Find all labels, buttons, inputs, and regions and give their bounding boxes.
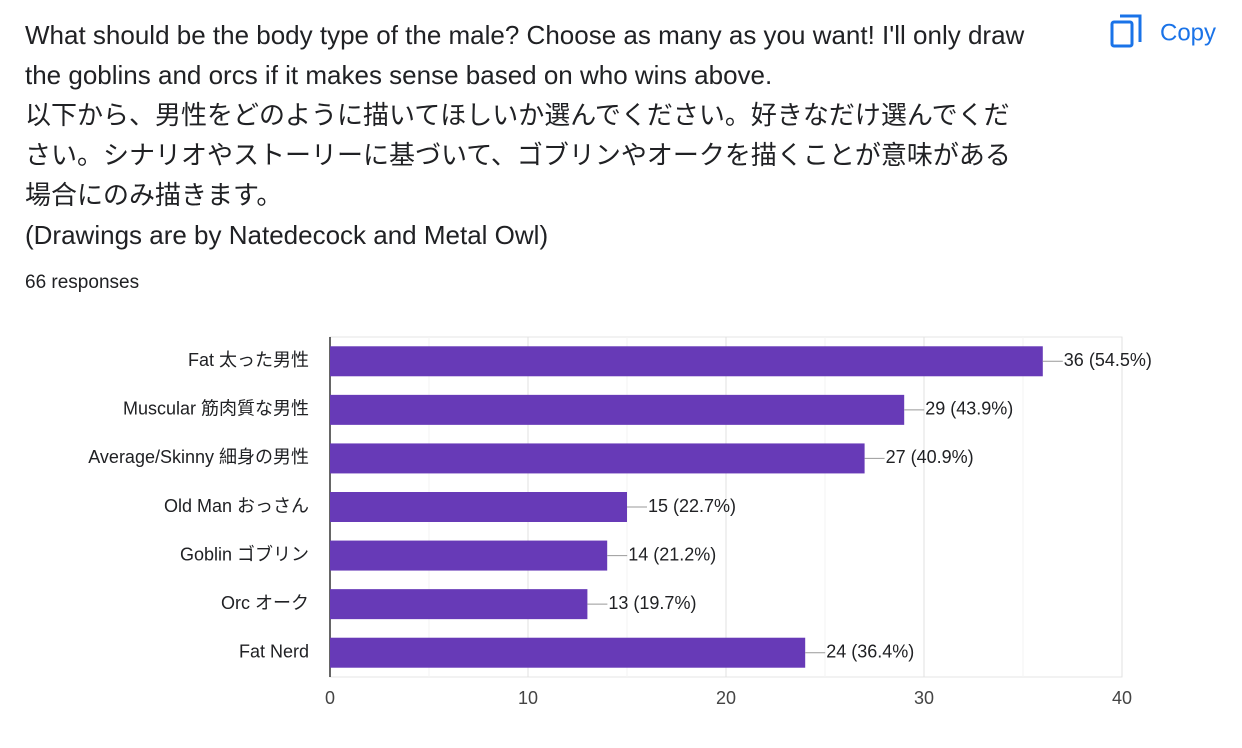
value-label: 15 (22.7%): [648, 496, 736, 516]
bar: [330, 443, 865, 474]
question-line: 以下から、男性をどのように描いてほしいか選んでください。好きなだけ選んでくだ: [25, 100, 1010, 130]
copy-icon: [1110, 20, 1134, 48]
question-line: the goblins and orcs if it makes sense b…: [25, 60, 772, 90]
value-label: 36 (54.5%): [1064, 350, 1152, 370]
x-tick-label: 20: [716, 688, 736, 708]
bar: [330, 637, 806, 668]
bar: [330, 589, 588, 620]
value-label: 27 (40.9%): [886, 447, 974, 467]
category-label: Orc オーク: [221, 593, 309, 613]
x-tick-label: 30: [914, 688, 934, 708]
category-label: Muscular 筋肉質な男性: [123, 399, 309, 419]
bar: [330, 394, 905, 425]
copy-label: Copy: [1160, 19, 1216, 46]
question-line: What should be the body type of the male…: [25, 20, 1025, 50]
value-label: 14 (21.2%): [628, 544, 716, 564]
bar: [330, 346, 1043, 377]
question-line: さい。シナリオやストーリーに基づいて、ゴブリンやオークを描くことが意味がある: [25, 140, 1011, 170]
x-tick-label: 10: [518, 688, 538, 708]
value-label: 13 (19.7%): [608, 593, 696, 613]
value-label: 24 (36.4%): [826, 641, 914, 661]
value-label: 29 (43.9%): [925, 399, 1013, 419]
category-label: Average/Skinny 細身の男性: [88, 447, 309, 467]
x-tick-label: 40: [1112, 688, 1132, 708]
bar: [330, 540, 608, 571]
category-label: Fat Nerd: [239, 641, 309, 661]
bar: [330, 492, 627, 522]
category-label: Old Man おっさん: [164, 496, 309, 516]
response-count: 66 responses: [25, 272, 139, 293]
copy-icon: [1120, 14, 1142, 42]
x-tick-label: 0: [325, 688, 335, 708]
question-line: 場合にのみ描きます。: [25, 180, 282, 210]
category-label: Fat 太った男性: [188, 350, 309, 370]
question-line: (Drawings are by Natedecock and Metal Ow…: [25, 220, 548, 250]
copy-button[interactable]: Copy: [1110, 14, 1216, 48]
category-label: Goblin ゴブリン: [180, 543, 309, 564]
